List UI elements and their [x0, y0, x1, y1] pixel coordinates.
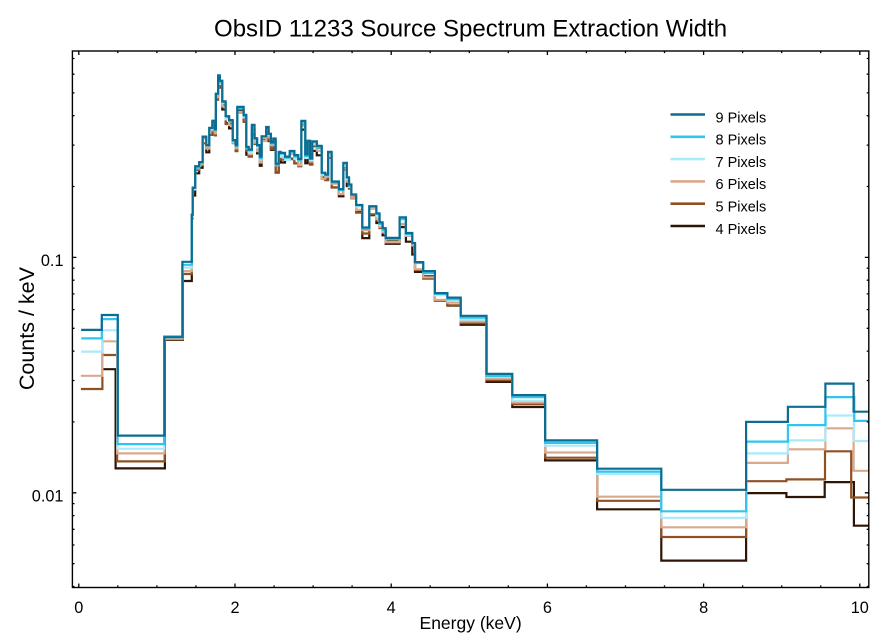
- svg-text:ObsID 11233 Source Spectrum Ex: ObsID 11233 Source Spectrum Extraction W…: [214, 16, 727, 43]
- svg-text:Energy (keV): Energy (keV): [420, 613, 522, 633]
- svg-text:0: 0: [74, 599, 83, 617]
- svg-text:0.01: 0.01: [32, 488, 64, 506]
- svg-text:6 Pixels: 6 Pixels: [716, 177, 767, 193]
- svg-text:8: 8: [699, 599, 708, 617]
- svg-text:2: 2: [230, 599, 239, 617]
- svg-text:7 Pixels: 7 Pixels: [716, 155, 767, 171]
- svg-text:Counts / keV: Counts / keV: [15, 266, 39, 390]
- svg-text:5 Pixels: 5 Pixels: [716, 200, 767, 216]
- svg-text:0.1: 0.1: [41, 252, 64, 270]
- svg-text:10: 10: [851, 599, 869, 617]
- svg-text:4: 4: [387, 599, 396, 617]
- svg-text:9 Pixels: 9 Pixels: [716, 110, 767, 126]
- svg-text:8 Pixels: 8 Pixels: [716, 133, 767, 149]
- svg-text:4 Pixels: 4 Pixels: [716, 222, 767, 238]
- svg-text:6: 6: [543, 599, 552, 617]
